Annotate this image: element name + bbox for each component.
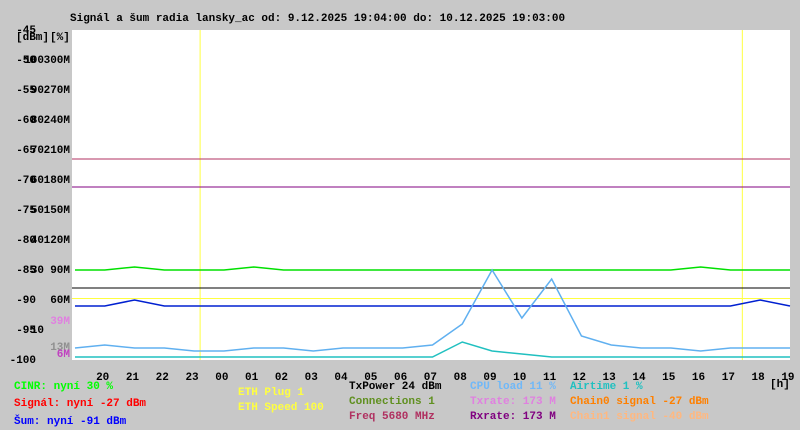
- y2-tick-label: 70: [31, 145, 44, 157]
- y-tick-label: -45: [16, 25, 36, 37]
- y-tick-label: -90: [16, 295, 36, 307]
- x-tick-label: 19: [781, 372, 794, 384]
- legend-entry: CINR: nyní 30 %: [14, 381, 113, 393]
- x-tick-label: 03: [305, 372, 319, 384]
- y2-tick-label: 100: [24, 55, 44, 67]
- x-tick-label: 23: [185, 372, 199, 384]
- x-tick-label: 02: [275, 372, 288, 384]
- legend-entry: CPU load 11 %: [470, 381, 556, 393]
- plot-area: [72, 30, 790, 360]
- rate-marker: 13M: [50, 342, 70, 354]
- x-tick-label: 20: [96, 372, 109, 384]
- x-tick-label: 05: [364, 372, 378, 384]
- x-tick-label: 21: [126, 372, 140, 384]
- series-line: [74, 266, 790, 271]
- legend-entry: ETH Plug 1: [238, 387, 304, 399]
- y-tick-label: -50: [16, 55, 36, 67]
- y2-axis-label: [%]: [50, 32, 70, 44]
- legend-entry: ETH Speed 100: [238, 402, 324, 414]
- x-tick-label: 17: [722, 372, 735, 384]
- series-line: [74, 268, 790, 352]
- x-tick-label: 00: [215, 372, 228, 384]
- y2-tick-label: 90: [31, 85, 44, 97]
- legend-entry: Freq 5680 MHz: [349, 411, 435, 423]
- x-tick-label: 22: [156, 372, 169, 384]
- series-line: [74, 299, 791, 307]
- y-tick-label: -80: [16, 235, 36, 247]
- y3-tick-label: 120M: [44, 235, 71, 247]
- y3-tick-label: 210M: [44, 145, 71, 157]
- x-tick-label: 08: [454, 372, 468, 384]
- y3-tick-label: 150M: [44, 205, 71, 217]
- y-tick-label: -85: [16, 265, 36, 277]
- x-tick-label: 06: [394, 372, 407, 384]
- legend-entry: Signál: nyní -27 dBm: [14, 398, 146, 410]
- x-tick-label: 16: [692, 372, 705, 384]
- series-line: [74, 341, 790, 358]
- y2-tick-label: 30: [31, 265, 44, 277]
- y2-tick-label: 40: [31, 235, 44, 247]
- y-axis-label: [dBm]: [16, 32, 49, 44]
- y3-tick-label: 60M: [50, 295, 70, 307]
- y2-tick-label: 50: [31, 205, 44, 217]
- y-tick-label: -60: [16, 115, 36, 127]
- legend-entry: TxPower 24 dBm: [349, 381, 442, 393]
- legend-entry: Šum: nyní -91 dBm: [14, 414, 127, 428]
- x-tick-label: 11: [543, 372, 557, 384]
- legend-entry: Chain1 signal -40 dBm: [570, 411, 709, 423]
- y2-tick-label: 80: [31, 115, 44, 127]
- y3-tick-label: 180M: [44, 175, 71, 187]
- legend-entry: Txrate: 173 M: [470, 396, 556, 408]
- y3-tick-label: 90M: [50, 265, 70, 277]
- y-tick-label: -75: [16, 205, 36, 217]
- legend-entry: Connections 1: [349, 396, 435, 408]
- rate-marker: 6M: [57, 349, 71, 361]
- y-tick-label: -65: [16, 145, 36, 157]
- legend-entry: Airtime 1 %: [570, 381, 643, 393]
- y3-tick-label: 240M: [44, 115, 71, 127]
- y-tick-label: -70: [16, 175, 36, 187]
- legend-entry: Rxrate: 173 M: [470, 411, 556, 423]
- y-tick-label: -100: [10, 355, 36, 367]
- legend-entry: Chain0 signal -27 dBm: [570, 396, 709, 408]
- x-tick-label: 10: [513, 372, 526, 384]
- x-axis-label: [h]: [770, 379, 790, 391]
- y-tick-label: -55: [16, 85, 36, 97]
- y3-tick-label: 300M: [44, 55, 71, 67]
- x-tick-label: 12: [573, 372, 586, 384]
- x-tick-label: 13: [603, 372, 617, 384]
- x-tick-label: 07: [424, 372, 437, 384]
- x-tick-label: 15: [662, 372, 676, 384]
- y2-tick-label: 60: [31, 175, 44, 187]
- x-tick-label: 09: [483, 372, 496, 384]
- x-tick-label: 04: [334, 372, 348, 384]
- y-tick-label: -95: [16, 325, 36, 337]
- rate-marker: 39M: [50, 316, 70, 328]
- x-tick-label: 18: [752, 372, 766, 384]
- chart-title: Signál a šum radia lansky_ac od: 9.12.20…: [70, 13, 565, 25]
- y3-tick-label: 270M: [44, 85, 71, 97]
- x-tick-label: 01: [245, 372, 259, 384]
- y2-tick-label: 10: [31, 325, 44, 337]
- x-tick-label: 14: [632, 372, 646, 384]
